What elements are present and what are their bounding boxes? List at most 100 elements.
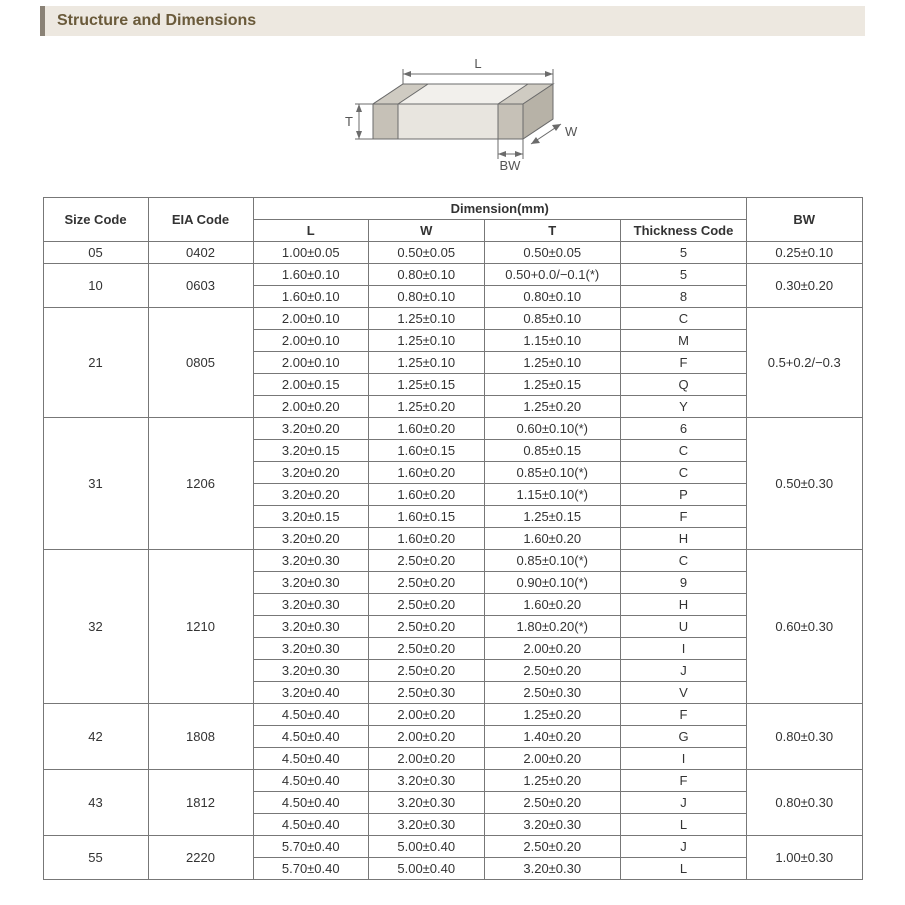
cell-w: 5.00±0.40: [369, 858, 485, 880]
cell-t: 2.00±0.20: [484, 748, 621, 770]
cell-tc: 9: [621, 572, 747, 594]
cell-t: 2.00±0.20: [484, 638, 621, 660]
th-thickness-code: Thickness Code: [621, 220, 747, 242]
svg-text:W: W: [565, 124, 578, 139]
cell-bw: 0.80±0.30: [747, 770, 863, 836]
cell-t: 2.50±0.20: [484, 660, 621, 682]
cell-eia-code: 1808: [148, 704, 253, 770]
cell-l: 3.20±0.30: [253, 572, 369, 594]
cell-l: 1.00±0.05: [253, 242, 369, 264]
cell-l: 4.50±0.40: [253, 814, 369, 836]
cell-w: 2.00±0.20: [369, 748, 485, 770]
cell-bw: 0.80±0.30: [747, 704, 863, 770]
cell-l: 3.20±0.40: [253, 682, 369, 704]
cell-w: 1.25±0.10: [369, 308, 485, 330]
dimension-diagram: L T W BW: [0, 44, 905, 187]
cell-w: 5.00±0.40: [369, 836, 485, 858]
cell-size-code: 42: [43, 704, 148, 770]
cell-w: 2.00±0.20: [369, 726, 485, 748]
cell-w: 1.60±0.20: [369, 528, 485, 550]
cell-l: 5.70±0.40: [253, 836, 369, 858]
cell-tc: J: [621, 660, 747, 682]
cell-eia-code: 1206: [148, 418, 253, 550]
cell-l: 4.50±0.40: [253, 770, 369, 792]
svg-text:T: T: [345, 114, 353, 129]
cell-t: 1.25±0.15: [484, 374, 621, 396]
th-eia-code: EIA Code: [148, 198, 253, 242]
table-row: 3212103.20±0.302.50±0.200.85±0.10(*)C0.6…: [43, 550, 862, 572]
cell-w: 2.50±0.30: [369, 682, 485, 704]
cell-tc: 6: [621, 418, 747, 440]
cell-w: 3.20±0.30: [369, 792, 485, 814]
cell-l: 3.20±0.30: [253, 550, 369, 572]
cell-tc: I: [621, 748, 747, 770]
cell-t: 0.85±0.10(*): [484, 462, 621, 484]
th-bw: BW: [747, 198, 863, 242]
svg-text:BW: BW: [499, 158, 521, 173]
cell-tc: H: [621, 528, 747, 550]
cell-w: 1.60±0.15: [369, 506, 485, 528]
cell-t: 2.50±0.20: [484, 836, 621, 858]
cell-eia-code: 1210: [148, 550, 253, 704]
cell-tc: M: [621, 330, 747, 352]
cell-t: 1.60±0.20: [484, 594, 621, 616]
table-row: 3112063.20±0.201.60±0.200.60±0.10(*)60.5…: [43, 418, 862, 440]
th-t: T: [484, 220, 621, 242]
cell-size-code: 43: [43, 770, 148, 836]
cell-size-code: 32: [43, 550, 148, 704]
cell-eia-code: 0603: [148, 264, 253, 308]
cell-tc: F: [621, 704, 747, 726]
cell-eia-code: 0805: [148, 308, 253, 418]
cell-w: 1.25±0.15: [369, 374, 485, 396]
cell-t: 1.40±0.20: [484, 726, 621, 748]
cell-l: 2.00±0.20: [253, 396, 369, 418]
cell-size-code: 55: [43, 836, 148, 880]
svg-text:L: L: [474, 56, 481, 71]
cell-eia-code: 1812: [148, 770, 253, 836]
cell-t: 2.50±0.20: [484, 792, 621, 814]
cell-w: 0.80±0.10: [369, 264, 485, 286]
cell-w: 1.60±0.20: [369, 484, 485, 506]
cell-w: 0.80±0.10: [369, 286, 485, 308]
cell-t: 1.60±0.20: [484, 528, 621, 550]
cell-l: 3.20±0.30: [253, 616, 369, 638]
cell-eia-code: 0402: [148, 242, 253, 264]
cell-bw: 0.25±0.10: [747, 242, 863, 264]
dimensions-table: Size Code EIA Code Dimension(mm) BW L W …: [43, 197, 863, 880]
cell-l: 2.00±0.10: [253, 308, 369, 330]
cell-w: 2.50±0.20: [369, 572, 485, 594]
cell-t: 3.20±0.30: [484, 858, 621, 880]
cell-w: 1.60±0.20: [369, 462, 485, 484]
cell-t: 1.25±0.20: [484, 396, 621, 418]
cell-t: 1.25±0.20: [484, 770, 621, 792]
cell-w: 2.50±0.20: [369, 550, 485, 572]
th-dimension-group: Dimension(mm): [253, 198, 747, 220]
cell-bw: 0.5+0.2/−0.3: [747, 308, 863, 418]
cell-bw: 0.50±0.30: [747, 418, 863, 550]
cell-t: 1.25±0.20: [484, 704, 621, 726]
cell-t: 2.50±0.30: [484, 682, 621, 704]
cell-l: 3.20±0.30: [253, 638, 369, 660]
cell-t: 0.50±0.05: [484, 242, 621, 264]
cell-l: 3.20±0.20: [253, 418, 369, 440]
cell-tc: V: [621, 682, 747, 704]
cell-bw: 1.00±0.30: [747, 836, 863, 880]
cell-l: 3.20±0.20: [253, 462, 369, 484]
cell-w: 2.50±0.20: [369, 638, 485, 660]
cell-tc: C: [621, 440, 747, 462]
cell-l: 3.20±0.30: [253, 660, 369, 682]
cell-l: 3.20±0.20: [253, 484, 369, 506]
cell-tc: L: [621, 858, 747, 880]
cell-tc: Q: [621, 374, 747, 396]
cell-tc: C: [621, 308, 747, 330]
cell-tc: F: [621, 352, 747, 374]
cell-tc: Y: [621, 396, 747, 418]
cell-w: 1.60±0.20: [369, 418, 485, 440]
cell-t: 1.25±0.15: [484, 506, 621, 528]
th-l: L: [253, 220, 369, 242]
cell-w: 1.25±0.20: [369, 396, 485, 418]
cell-t: 1.80±0.20(*): [484, 616, 621, 638]
cell-tc: J: [621, 792, 747, 814]
cell-eia-code: 2220: [148, 836, 253, 880]
cell-l: 4.50±0.40: [253, 704, 369, 726]
